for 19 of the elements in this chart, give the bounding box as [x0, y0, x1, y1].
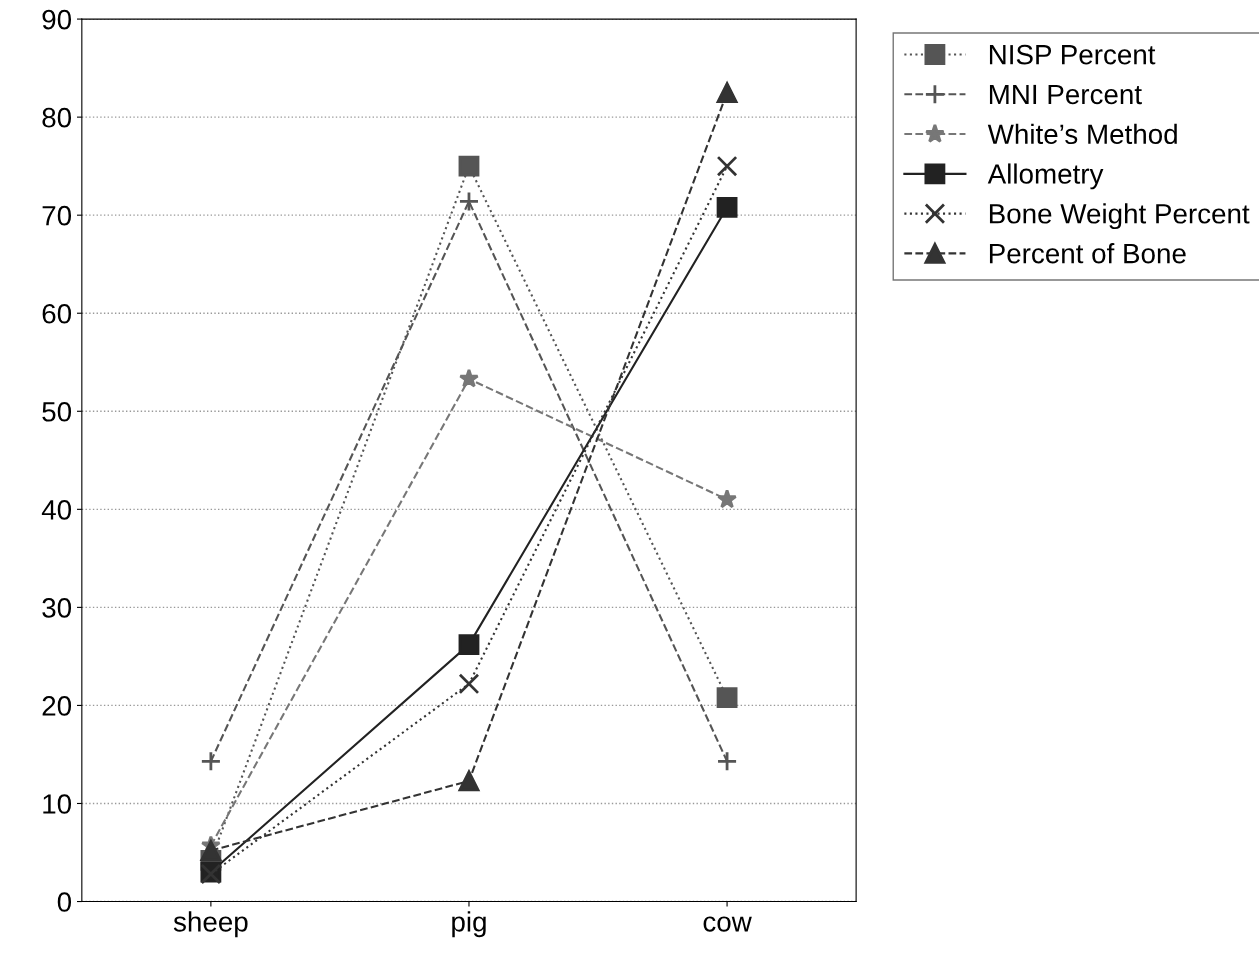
y-tick-label: 90 — [42, 9, 72, 30]
legend-label: Bone Weight Percent — [989, 203, 1250, 230]
y-tick-label: 80 — [42, 107, 72, 128]
y-tick-label: 60 — [42, 303, 72, 324]
legend-label: MNI Percent — [989, 84, 1142, 105]
y-tick-label: 70 — [42, 205, 72, 226]
y-tick-label: 0 — [57, 892, 72, 912]
y-tick-label: 40 — [41, 500, 72, 520]
y-tick-label: 50 — [42, 401, 72, 422]
legend-label: NISP Percent — [989, 44, 1156, 65]
y-tick-label: 20 — [42, 696, 72, 716]
y-tick-label: 10 — [43, 794, 72, 814]
y-tick-label: 30 — [42, 598, 72, 618]
legend-label: Percent of Bone — [989, 243, 1186, 264]
legend-label: White’s Method — [987, 123, 1177, 145]
legend-label: Allometry — [987, 163, 1104, 190]
x-tick-label: sheep — [173, 911, 248, 938]
x-tick-label: pig — [452, 911, 486, 938]
x-tick-label: cow — [703, 916, 752, 932]
